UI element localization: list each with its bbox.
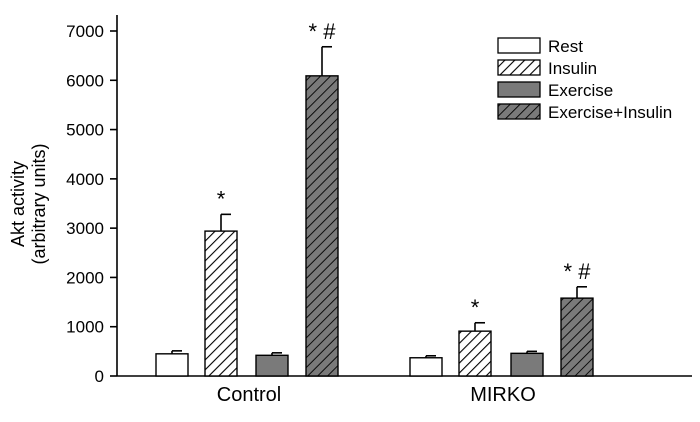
bar-group: * #	[560, 259, 594, 377]
y-tick-label: 1000	[66, 318, 104, 337]
legend-label: Rest	[548, 37, 583, 56]
legend-label: Exercise	[548, 81, 613, 100]
x-axis-category-labels: Control MIRKO	[217, 384, 536, 406]
y-tick-label: 2000	[66, 268, 104, 287]
bar	[409, 357, 443, 377]
y-tick-label: 4000	[66, 170, 104, 189]
y-tick-label: 0	[95, 367, 104, 386]
category-label: MIRKO	[470, 384, 536, 406]
legend-item: Insulin	[497, 59, 597, 78]
legend-item: Rest	[497, 37, 583, 56]
bar	[204, 230, 238, 377]
bar	[510, 352, 544, 377]
significance-marker: * #	[309, 19, 337, 44]
y-tick-label: 7000	[66, 22, 104, 41]
legend-item: Exercise	[497, 81, 613, 100]
y-tick-label: 5000	[66, 121, 104, 140]
legend-item: Exercise+Insulin	[497, 103, 672, 122]
significance-marker: *	[217, 186, 226, 211]
legend-swatch	[497, 81, 541, 98]
legend-swatch	[497, 59, 541, 76]
legend: Rest Insulin Exercise Exercise+Insulin	[497, 37, 672, 122]
legend-swatch	[497, 103, 541, 120]
y-axis-title: Akt activity (arbitrary units)	[8, 143, 49, 264]
legend-label: Insulin	[548, 59, 597, 78]
legend-label: Exercise+Insulin	[548, 103, 672, 122]
axes	[116, 15, 692, 377]
bar-group	[510, 350, 544, 377]
significance-marker: * #	[564, 259, 592, 284]
bar-group: * #	[305, 19, 339, 377]
bar	[155, 353, 189, 377]
significance-marker: *	[471, 295, 480, 320]
bar-group: *	[458, 295, 492, 377]
category-label: Control	[217, 384, 281, 406]
y-axis-ticks: 0 1000 2000 3000 4000 5000 6000 7000	[66, 22, 117, 386]
bar-group	[409, 354, 443, 377]
bar-group: *	[204, 186, 238, 377]
bars: * * * # * #	[155, 19, 594, 377]
bar	[458, 330, 492, 377]
bar-group	[155, 350, 189, 377]
bar	[255, 354, 289, 377]
y-axis-title-line-2: (arbitrary units)	[29, 143, 49, 264]
bar	[305, 75, 339, 377]
y-tick-label: 6000	[66, 71, 104, 90]
y-axis-title-line-1: Akt activity	[8, 161, 28, 247]
legend-swatch	[497, 37, 541, 54]
bar	[560, 297, 594, 377]
bar-group	[255, 352, 289, 377]
y-tick-label: 3000	[66, 219, 104, 238]
